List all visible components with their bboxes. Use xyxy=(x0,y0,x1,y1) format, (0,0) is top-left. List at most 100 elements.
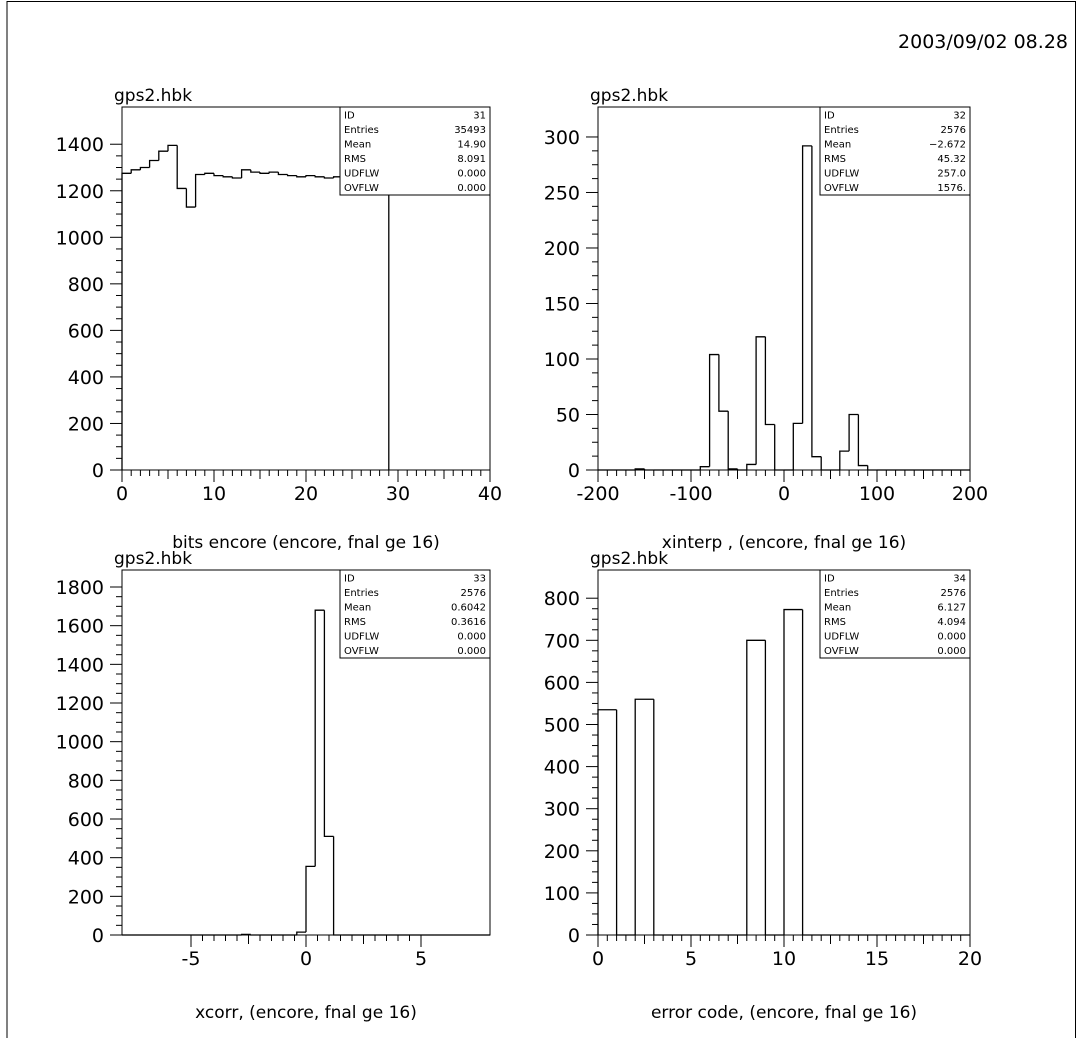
y-tick-label: 0 xyxy=(92,460,104,482)
bar xyxy=(139,166,150,170)
bar xyxy=(259,172,270,174)
x-tick-label: -5 xyxy=(182,948,201,970)
stats-value: 2576 xyxy=(941,588,966,599)
bar xyxy=(296,931,306,935)
stats-value: 0.000 xyxy=(937,632,966,643)
bar xyxy=(305,865,316,933)
stats-box xyxy=(819,106,971,196)
bar xyxy=(194,173,205,208)
stats-value: 257.0 xyxy=(937,169,966,180)
stats-label: Entries xyxy=(824,588,859,599)
x-tick-label: 5 xyxy=(685,948,697,970)
stats-value: 35493 xyxy=(454,125,486,136)
x-tick-label: 0 xyxy=(116,483,128,505)
stats-value: 14.90 xyxy=(457,140,486,151)
x-tick-label: 10 xyxy=(202,483,226,505)
stats-label: ID xyxy=(824,574,835,585)
stats-label: RMS xyxy=(824,617,846,628)
stats-value: −2.672 xyxy=(929,140,966,151)
y-tick-label: 300 xyxy=(544,799,580,821)
stats-value: 45.32 xyxy=(937,154,966,165)
bar xyxy=(204,172,214,175)
stats-value: 6.127 xyxy=(937,603,966,614)
stats-label: RMS xyxy=(344,154,366,165)
y-tick-label: 1800 xyxy=(56,577,104,599)
bar xyxy=(231,176,242,179)
x-tick-label: -200 xyxy=(576,483,619,505)
stats-value: 0.000 xyxy=(457,169,486,180)
y-tick-label: 600 xyxy=(68,320,104,342)
x-tick-label: 20 xyxy=(294,483,318,505)
panel-title: gps2.hbk xyxy=(114,86,192,106)
bar xyxy=(222,175,233,178)
bar xyxy=(167,144,178,152)
y-tick-label: 500 xyxy=(544,715,580,737)
bar xyxy=(130,169,141,174)
y-tick-label: 0 xyxy=(92,925,104,947)
y-tick-label: 400 xyxy=(68,848,104,870)
bar xyxy=(332,836,343,936)
bar xyxy=(653,699,673,936)
x-tick-label: -100 xyxy=(669,483,712,505)
frame xyxy=(6,1,1076,1038)
y-tick-label: 1400 xyxy=(56,654,104,676)
stats-value: 2576 xyxy=(941,125,966,136)
stats-label: Mean xyxy=(344,140,371,151)
bar xyxy=(286,174,297,177)
panel-title: gps2.hbk xyxy=(114,549,192,569)
y-tick-label: 0 xyxy=(568,460,580,482)
y-tick-label: 1000 xyxy=(56,227,104,249)
stats-label: OVFLW xyxy=(344,183,379,194)
stats-value: 0.000 xyxy=(937,646,966,657)
x-axis-title: error code, (encore, fnal ge 16) xyxy=(651,1003,917,1023)
bar xyxy=(378,177,390,470)
stats-value: 33 xyxy=(473,574,486,585)
stats-label: OVFLW xyxy=(824,183,859,194)
y-tick-label: 1200 xyxy=(56,693,104,715)
x-tick-label: 10 xyxy=(772,948,796,970)
stats-value: 2576 xyxy=(461,588,486,599)
bar xyxy=(615,709,636,936)
bar xyxy=(867,465,877,471)
y-tick-label: 200 xyxy=(68,413,104,435)
stats-label: ID xyxy=(344,574,355,585)
x-tick-label: 20 xyxy=(958,948,982,970)
y-tick-label: 50 xyxy=(556,404,580,426)
stats-label: Entries xyxy=(824,125,859,136)
y-tick-label: 200 xyxy=(544,841,580,863)
bar xyxy=(783,608,803,935)
stats-value: 4.094 xyxy=(937,617,966,628)
stats-value: 34 xyxy=(953,574,966,585)
bar xyxy=(597,709,617,935)
date: 2003/09/02 08.28 xyxy=(898,31,1068,53)
bar xyxy=(634,698,654,935)
bar xyxy=(774,424,784,471)
bar xyxy=(801,609,822,936)
x-tick-label: 0 xyxy=(592,948,604,970)
bar xyxy=(296,175,306,178)
stats-value: 32 xyxy=(953,111,966,122)
x-axis-title: bits encore (encore, fnal ge 16) xyxy=(172,533,440,553)
stats-label: Mean xyxy=(344,603,371,614)
stats-value: 0.000 xyxy=(457,646,486,657)
y-tick-label: 700 xyxy=(544,630,580,652)
bar xyxy=(314,609,325,867)
panel-title: gps2.hbk xyxy=(590,86,668,106)
stats-label: ID xyxy=(344,111,355,122)
bar xyxy=(148,159,159,168)
x-axis-title: xcorr, (encore, fnal ge 16) xyxy=(195,1003,417,1023)
bar xyxy=(158,150,168,161)
x-tick-label: 200 xyxy=(952,483,988,505)
bar xyxy=(755,336,766,465)
bar xyxy=(727,411,738,470)
bar xyxy=(314,175,325,178)
y-tick-label: 100 xyxy=(544,883,580,905)
x-tick-label: 30 xyxy=(386,483,410,505)
bar xyxy=(746,639,766,935)
bar xyxy=(736,468,747,471)
bar xyxy=(792,422,803,470)
bar xyxy=(240,169,251,178)
y-tick-label: 800 xyxy=(68,274,104,296)
x-tick-label: 5 xyxy=(415,948,427,970)
